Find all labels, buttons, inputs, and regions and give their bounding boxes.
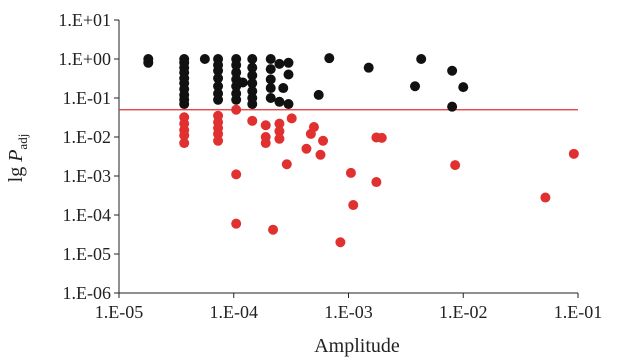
data-point-red	[231, 169, 242, 180]
data-point-red	[231, 104, 242, 115]
data-point-red	[540, 192, 551, 203]
data-point-black	[247, 70, 258, 81]
data-point-red	[213, 128, 224, 139]
data-point-red	[274, 133, 285, 144]
data-points	[143, 53, 579, 248]
x-tick-label: 1.E-02	[439, 302, 488, 322]
data-point-black	[265, 74, 276, 85]
x-tick-label: 1.E-01	[554, 302, 603, 322]
data-point-black	[213, 73, 224, 84]
x-tick-label: 1.E-05	[95, 302, 144, 322]
data-point-black	[324, 53, 335, 64]
data-point-black	[278, 83, 289, 94]
data-point-red	[231, 218, 242, 229]
data-point-black	[458, 82, 469, 93]
data-point-black	[179, 99, 190, 110]
y-axis-label-variable: P	[5, 150, 27, 163]
y-tick-label: 1.E+00	[58, 49, 111, 69]
axes: 1.E-061.E-051.E-041.E-031.E-021.E-011.E+…	[58, 10, 602, 322]
y-axis-label: lg Padj	[5, 134, 30, 183]
data-point-black	[213, 94, 224, 105]
data-point-red	[371, 177, 382, 188]
y-tick-label: 1.E-03	[63, 166, 112, 186]
data-point-red	[301, 143, 312, 154]
y-tick-label: 1.E+01	[58, 10, 111, 30]
data-point-black	[363, 62, 374, 73]
data-point-red	[268, 224, 279, 235]
y-tick-label: 1.E-05	[63, 244, 112, 264]
data-point-black	[265, 93, 276, 103]
data-point-black	[199, 54, 210, 64]
data-point-red	[247, 115, 258, 126]
data-point-black	[447, 65, 458, 76]
data-point-black	[247, 86, 258, 97]
data-point-black	[237, 77, 248, 88]
data-point-red	[345, 167, 356, 178]
data-point-black	[265, 54, 276, 64]
data-point-black	[410, 81, 421, 92]
x-axis-label: Amplitude	[314, 335, 400, 357]
data-point-black	[265, 64, 276, 75]
data-point-black	[283, 69, 294, 80]
data-point-black	[274, 58, 285, 69]
data-point-black	[143, 57, 154, 68]
data-point-red	[318, 135, 329, 146]
data-point-red	[213, 135, 224, 146]
data-point-red	[274, 118, 285, 129]
data-point-black	[283, 57, 294, 68]
data-point-black	[231, 60, 242, 71]
data-point-black	[231, 94, 242, 105]
data-point-black	[213, 81, 224, 92]
data-point-black	[313, 89, 324, 100]
data-point-red	[335, 237, 346, 248]
data-point-red	[260, 138, 271, 149]
x-tick-label: 1.E-04	[210, 302, 259, 322]
data-point-red	[260, 120, 271, 131]
data-point-red	[286, 113, 297, 124]
data-point-red	[308, 122, 319, 133]
data-point-red	[179, 130, 190, 141]
data-point-red	[315, 149, 326, 160]
data-point-red	[281, 159, 292, 170]
y-tick-label: 1.E-01	[63, 88, 112, 108]
data-point-red	[348, 200, 359, 211]
x-tick-label: 1.E-03	[324, 302, 373, 322]
data-point-black	[265, 83, 276, 94]
y-tick-label: 1.E-06	[63, 283, 112, 303]
data-point-black	[213, 65, 224, 76]
data-point-black	[247, 99, 258, 110]
y-tick-label: 1.E-02	[63, 127, 112, 147]
data-point-black	[247, 78, 258, 89]
y-axis-label-subscript: adj	[15, 134, 30, 150]
data-point-black	[447, 101, 458, 112]
data-point-black	[274, 96, 285, 107]
data-point-black	[231, 67, 242, 78]
y-tick-label: 1.E-04	[63, 205, 112, 225]
data-point-red	[450, 160, 461, 171]
data-point-red	[179, 138, 190, 149]
data-point-black	[247, 54, 258, 64]
data-point-red	[568, 148, 579, 159]
data-point-red	[376, 132, 387, 143]
y-axis-label-prefix: lg	[5, 162, 27, 183]
data-point-black	[283, 99, 294, 110]
data-point-red	[274, 126, 285, 137]
data-point-black	[416, 54, 427, 64]
data-point-black	[247, 62, 258, 73]
